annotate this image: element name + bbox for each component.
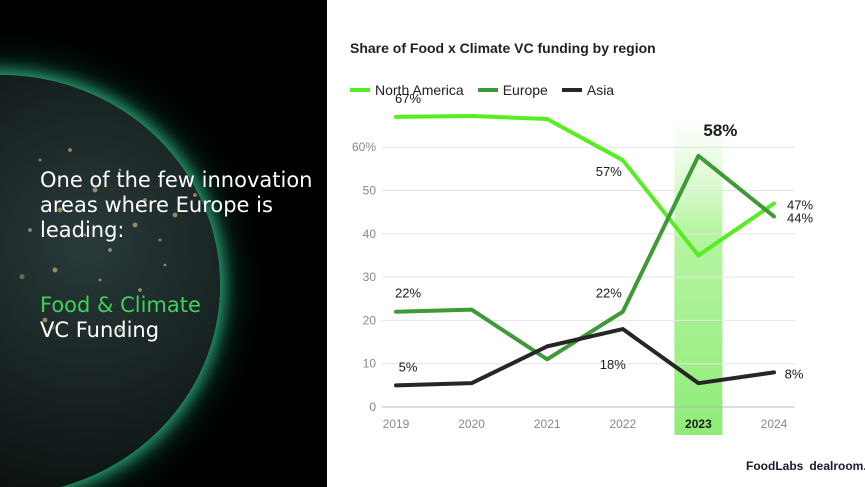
city-light-dot [158, 238, 162, 242]
y-tick-label-40: 40 [363, 227, 377, 241]
dealroom-logo: dealroom.co [809, 459, 865, 473]
brand-logos: FoodLabs dealroom.co [746, 459, 865, 473]
data-label-north-america-2019: 67% [395, 91, 421, 106]
x-tick-label-2021: 2021 [534, 417, 561, 431]
legend-swatch-europe [477, 88, 498, 92]
headline-text: One of the few innovation areas where Eu… [40, 168, 313, 242]
city-light-dot [118, 328, 122, 332]
x-tick-label-2022: 2022 [609, 417, 636, 431]
headline-food-climate: Food & Climate [40, 293, 201, 317]
y-tick-label-30: 30 [363, 270, 377, 284]
legend-item-asia: Asia [561, 82, 615, 98]
chart-legend: North America Europe Asia [350, 82, 628, 98]
foodlabs-logo: FoodLabs [746, 459, 804, 473]
city-light-dot [28, 228, 32, 232]
series-line-europe [394, 153, 776, 362]
data-label-asia-2024: 8% [785, 366, 804, 381]
data-label-europe-2019: 22% [395, 286, 421, 301]
city-light-dot [52, 267, 58, 273]
chart-title: Share of Food x Climate VC funding by re… [350, 40, 656, 56]
data-label-north-america-2024: 47% [787, 197, 813, 212]
data-label-europe-2022: 22% [596, 286, 622, 301]
x-tick-label-2023: 2023 [685, 417, 712, 431]
city-light-dot [132, 222, 138, 228]
highlight-band-2023 [674, 115, 723, 435]
x-tick-label-2019: 2019 [383, 417, 410, 431]
city-light-dot [57, 207, 63, 213]
city-light-dot [68, 148, 72, 152]
x-tick-label-2020: 2020 [458, 417, 485, 431]
y-tick-label-20: 20 [363, 313, 377, 327]
city-light-dot [118, 168, 122, 172]
legend-swatch-north-america [350, 88, 370, 92]
city-light-dot [193, 193, 197, 197]
y-tick-label-10: 10 [363, 357, 377, 371]
city-light-dot [143, 198, 147, 202]
city-light-dot [83, 233, 87, 237]
city-lights-decoration [28, 148, 197, 332]
city-light-dot [163, 263, 167, 267]
data-label-europe-2023: 58% [703, 121, 737, 140]
data-label-north-america-2022: 57% [596, 164, 622, 179]
x-tick-label-2024: 2024 [761, 417, 788, 431]
headline-vc-funding: VC Funding [40, 318, 160, 342]
legend-item-europe: Europe [477, 82, 548, 98]
hero-panel: One of the few innovation areas where Eu… [0, 0, 327, 487]
y-tick-label-60: 60% [352, 140, 376, 154]
city-light-dot [138, 288, 142, 292]
city-light-dot [172, 212, 178, 218]
series-line-north-america [394, 114, 776, 258]
legend-item-north-america: North America [350, 82, 464, 98]
y-tick-label-0: 0 [369, 400, 376, 414]
series-line-asia [394, 327, 776, 388]
city-light-dot [92, 187, 98, 193]
city-light-dot [108, 248, 112, 252]
legend-label-europe: Europe [502, 82, 548, 98]
legend-swatch-asia [561, 88, 582, 92]
city-light-dot [98, 278, 102, 282]
data-label-europe-2024: 44% [787, 210, 813, 225]
data-label-asia-2022: 18% [600, 357, 626, 372]
city-light-dot [78, 308, 82, 312]
legend-label-north-america: North America [375, 82, 464, 98]
legend-label-asia: Asia [586, 82, 615, 98]
data-label-asia-2019: 5% [399, 359, 418, 374]
city-light-dot [42, 317, 48, 323]
city-light-dot [38, 158, 42, 162]
y-tick-label-50: 50 [363, 184, 377, 198]
